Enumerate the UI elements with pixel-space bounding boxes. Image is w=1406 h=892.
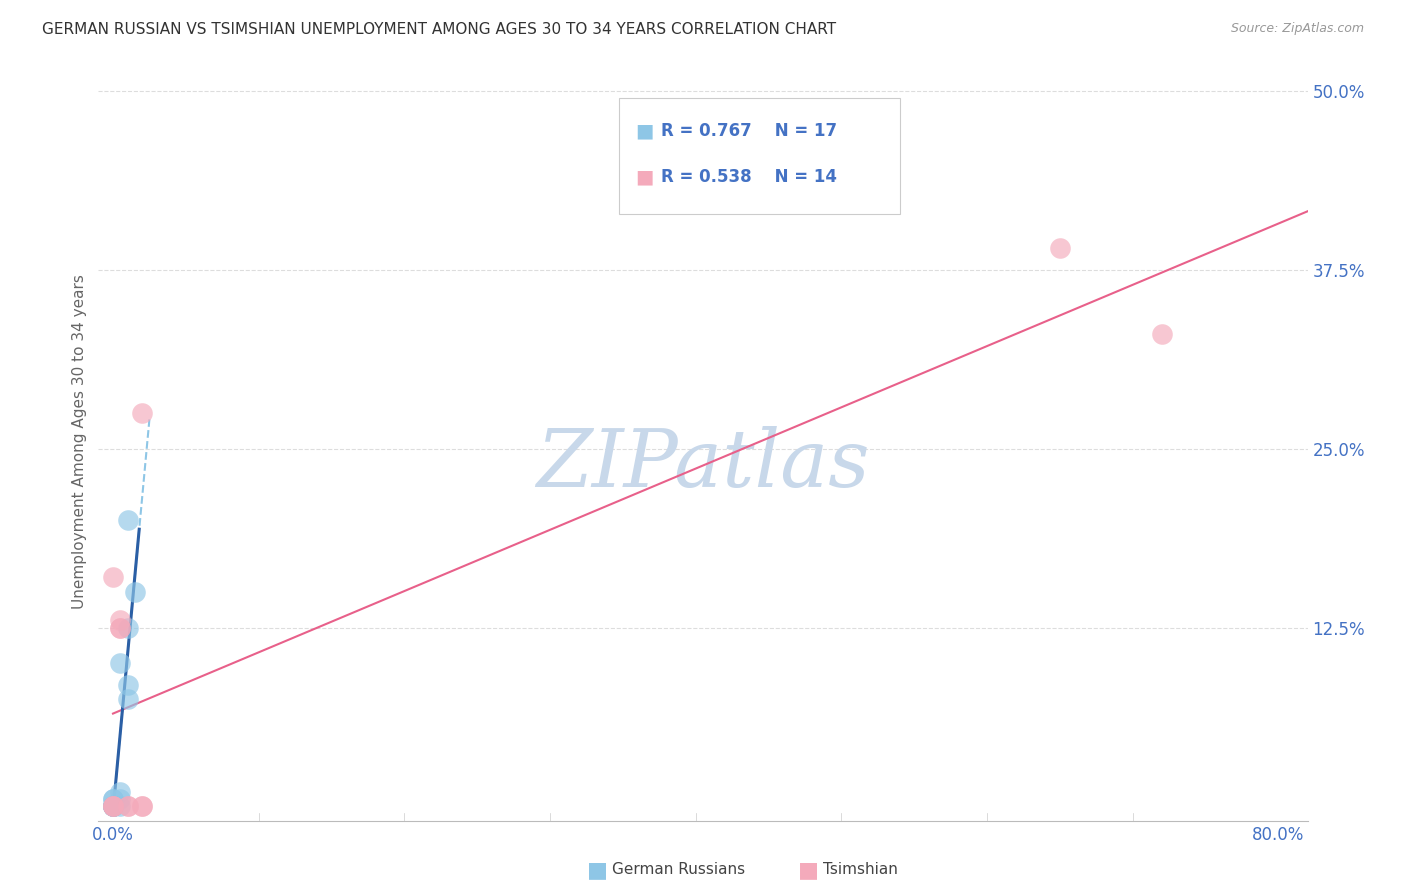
Y-axis label: Unemployment Among Ages 30 to 34 years: Unemployment Among Ages 30 to 34 years (72, 274, 87, 609)
Point (101, 792, 124, 806)
Point (101, 799, 124, 814)
Point (117, 620, 139, 634)
Point (110, 799, 132, 814)
Point (101, 799, 124, 814)
Text: ZIPatlas: ZIPatlas (536, 425, 870, 503)
Text: ■: ■ (799, 860, 818, 880)
Point (101, 799, 124, 814)
Point (101, 799, 124, 814)
Point (110, 613, 132, 627)
Point (110, 620, 132, 634)
Point (101, 799, 124, 814)
Text: R = 0.767    N = 17: R = 0.767 N = 17 (661, 122, 837, 140)
Point (117, 692, 139, 706)
Point (117, 799, 139, 814)
Text: ■: ■ (588, 860, 607, 880)
Point (1150, 327, 1173, 342)
Point (1049, 241, 1071, 255)
Point (117, 513, 139, 527)
Point (131, 406, 153, 420)
Point (101, 792, 124, 806)
Text: Source: ZipAtlas.com: Source: ZipAtlas.com (1230, 22, 1364, 36)
Text: GERMAN RUSSIAN VS TSIMSHIAN UNEMPLOYMENT AMONG AGES 30 TO 34 YEARS CORRELATION C: GERMAN RUSSIAN VS TSIMSHIAN UNEMPLOYMENT… (42, 22, 837, 37)
Text: R = 0.538    N = 14: R = 0.538 N = 14 (661, 168, 837, 186)
Point (110, 620, 132, 634)
Point (110, 657, 132, 671)
Text: ■: ■ (636, 167, 654, 186)
Point (110, 792, 132, 806)
Point (131, 799, 153, 814)
Point (101, 799, 124, 814)
Text: Tsimshian: Tsimshian (823, 863, 897, 877)
Point (101, 570, 124, 584)
Point (117, 799, 139, 814)
Text: ■: ■ (636, 121, 654, 141)
Point (110, 785, 132, 799)
Point (131, 799, 153, 814)
Point (124, 584, 146, 599)
Point (101, 799, 124, 814)
Text: German Russians: German Russians (612, 863, 745, 877)
Point (101, 799, 124, 814)
Point (117, 678, 139, 692)
Point (101, 799, 124, 814)
